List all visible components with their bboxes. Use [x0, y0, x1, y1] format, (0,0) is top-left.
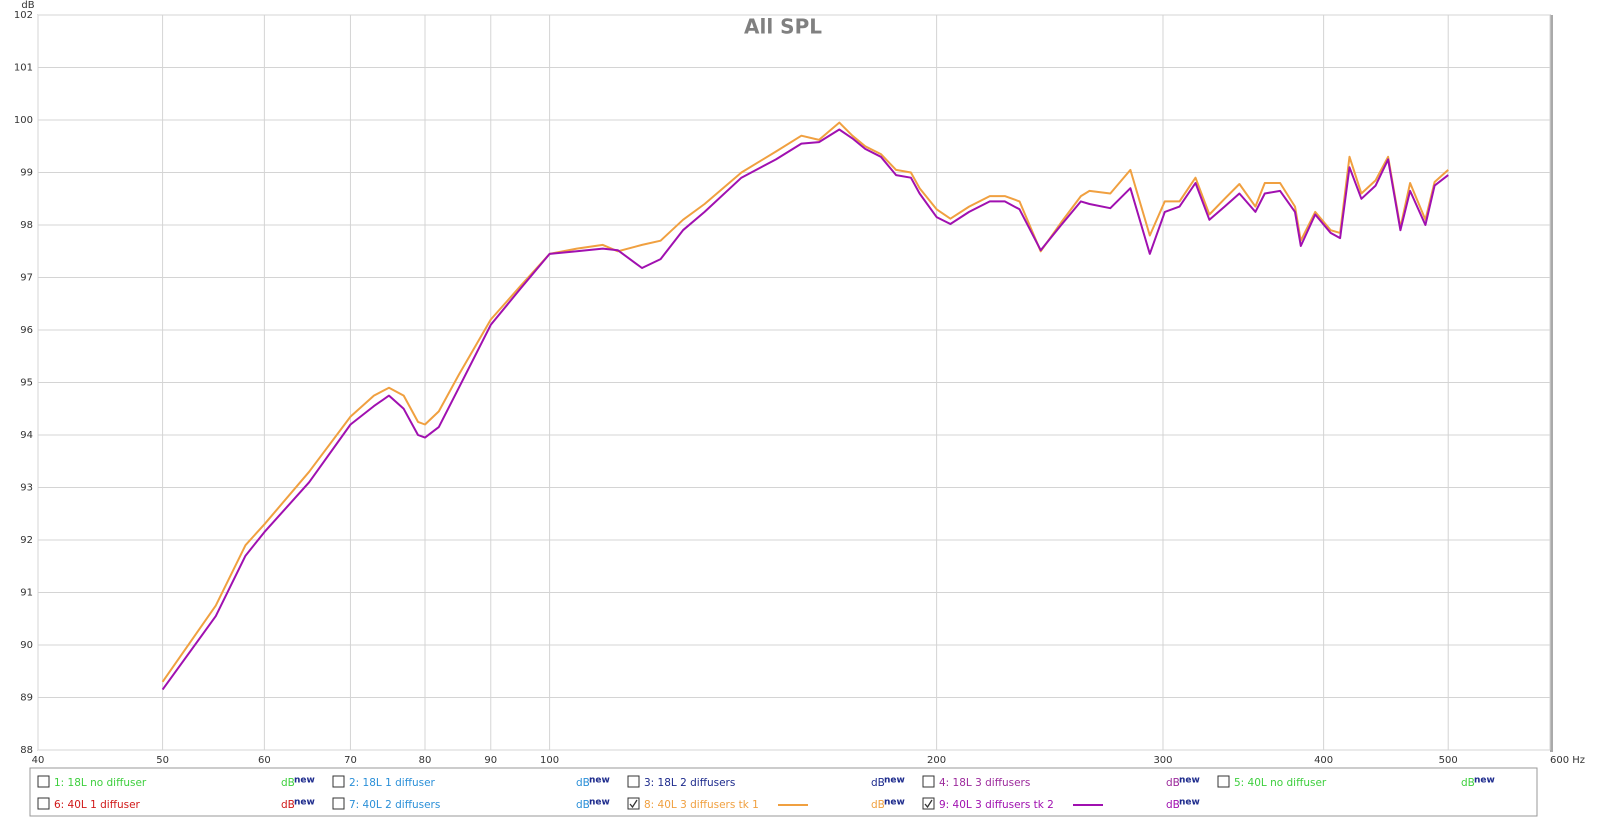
legend-unit: dB: [576, 799, 590, 811]
series-line: [161, 128, 1449, 691]
y-tick-label: 93: [20, 483, 33, 494]
legend-unit: dB: [1166, 777, 1180, 789]
legend-label: 6: 40L 1 diffuser: [54, 799, 141, 811]
x-tick-label: 60: [258, 755, 271, 766]
y-tick-label: 90: [20, 640, 33, 651]
grid: [37, 14, 1551, 751]
x-tick-label: 50: [156, 755, 169, 766]
legend-unit: dB: [281, 777, 295, 789]
x-tick-label: 40: [32, 755, 45, 766]
legend-checkbox[interactable]: [627, 797, 640, 810]
legend-tag: new: [589, 798, 610, 808]
legend-label: 7: 40L 2 diffusers: [349, 799, 440, 811]
legend-checkbox[interactable]: [37, 775, 50, 788]
x-tick-label: 90: [484, 755, 497, 766]
legend-label: 2: 18L 1 diffuser: [349, 777, 436, 789]
legend-label: 9: 40L 3 diffusers tk 2: [939, 799, 1054, 811]
chart-title: All SPL: [744, 15, 822, 39]
y-tick-label: 96: [20, 325, 33, 336]
legend-check: [924, 799, 933, 809]
y-tick-label: 92: [20, 535, 33, 546]
legend-unit: dB: [1461, 777, 1475, 789]
x-tick-label: 200: [927, 755, 946, 766]
legend-unit: dB: [871, 799, 885, 811]
y-tick-label: 101: [14, 63, 33, 74]
y-tick-label: 95: [20, 378, 33, 389]
x-tick-label: 70: [344, 755, 357, 766]
legend-checkbox[interactable]: [922, 797, 935, 810]
y-tick-label: 98: [20, 220, 33, 231]
legend-check: [629, 799, 638, 809]
x-tick-label: 100: [540, 755, 559, 766]
legend-label: 1: 18L no diffuser: [54, 777, 147, 789]
plot-edge: [1550, 15, 1553, 752]
legend-tag: new: [1179, 798, 1200, 808]
y-tick-label: 102: [14, 10, 33, 21]
legend-tag: new: [294, 776, 315, 786]
y-tick-label: 100: [14, 115, 33, 126]
y-tick-label: 88: [20, 745, 33, 756]
legend-checkbox[interactable]: [1217, 775, 1230, 788]
legend-label: 8: 40L 3 diffusers tk 1: [644, 799, 759, 811]
y-axis-label: dB: [21, 0, 34, 11]
legend-label: 4: 18L 3 diffusers: [939, 777, 1030, 789]
y-tick-label: 97: [20, 273, 33, 284]
y-tick-label: 91: [20, 588, 33, 599]
legend-label: 5: 40L no diffuser: [1234, 777, 1327, 789]
series-line: [161, 121, 1449, 683]
legend-tag: new: [884, 798, 905, 808]
x-tick-label: 400: [1314, 755, 1333, 766]
y-tick-label: 94: [20, 430, 33, 441]
x-tick-label: 300: [1153, 755, 1172, 766]
legend-unit: dB: [576, 777, 590, 789]
legend-tag: new: [1474, 776, 1495, 786]
legend-tag: new: [589, 776, 610, 786]
legend-unit: dB: [1166, 799, 1180, 811]
legend-unit: dB: [871, 777, 885, 789]
legend-label: 3: 18L 2 diffusers: [644, 777, 735, 789]
legend-checkbox[interactable]: [627, 775, 640, 788]
x-tick-label: 500: [1439, 755, 1458, 766]
legend-unit: dB: [281, 799, 295, 811]
y-tick-label: 99: [20, 168, 33, 179]
legend-tag: new: [1179, 776, 1200, 786]
y-tick-label: 89: [20, 693, 33, 704]
legend-checkbox[interactable]: [37, 797, 50, 810]
legend-tag: new: [294, 798, 315, 808]
legend-checkbox[interactable]: [922, 775, 935, 788]
legend-checkbox[interactable]: [332, 775, 345, 788]
legend-box: [29, 767, 1538, 817]
legend-checkbox[interactable]: [332, 797, 345, 810]
legend-tag: new: [884, 776, 905, 786]
x-tick-label: 600 Hz: [1550, 755, 1585, 766]
x-tick-label: 80: [419, 755, 432, 766]
